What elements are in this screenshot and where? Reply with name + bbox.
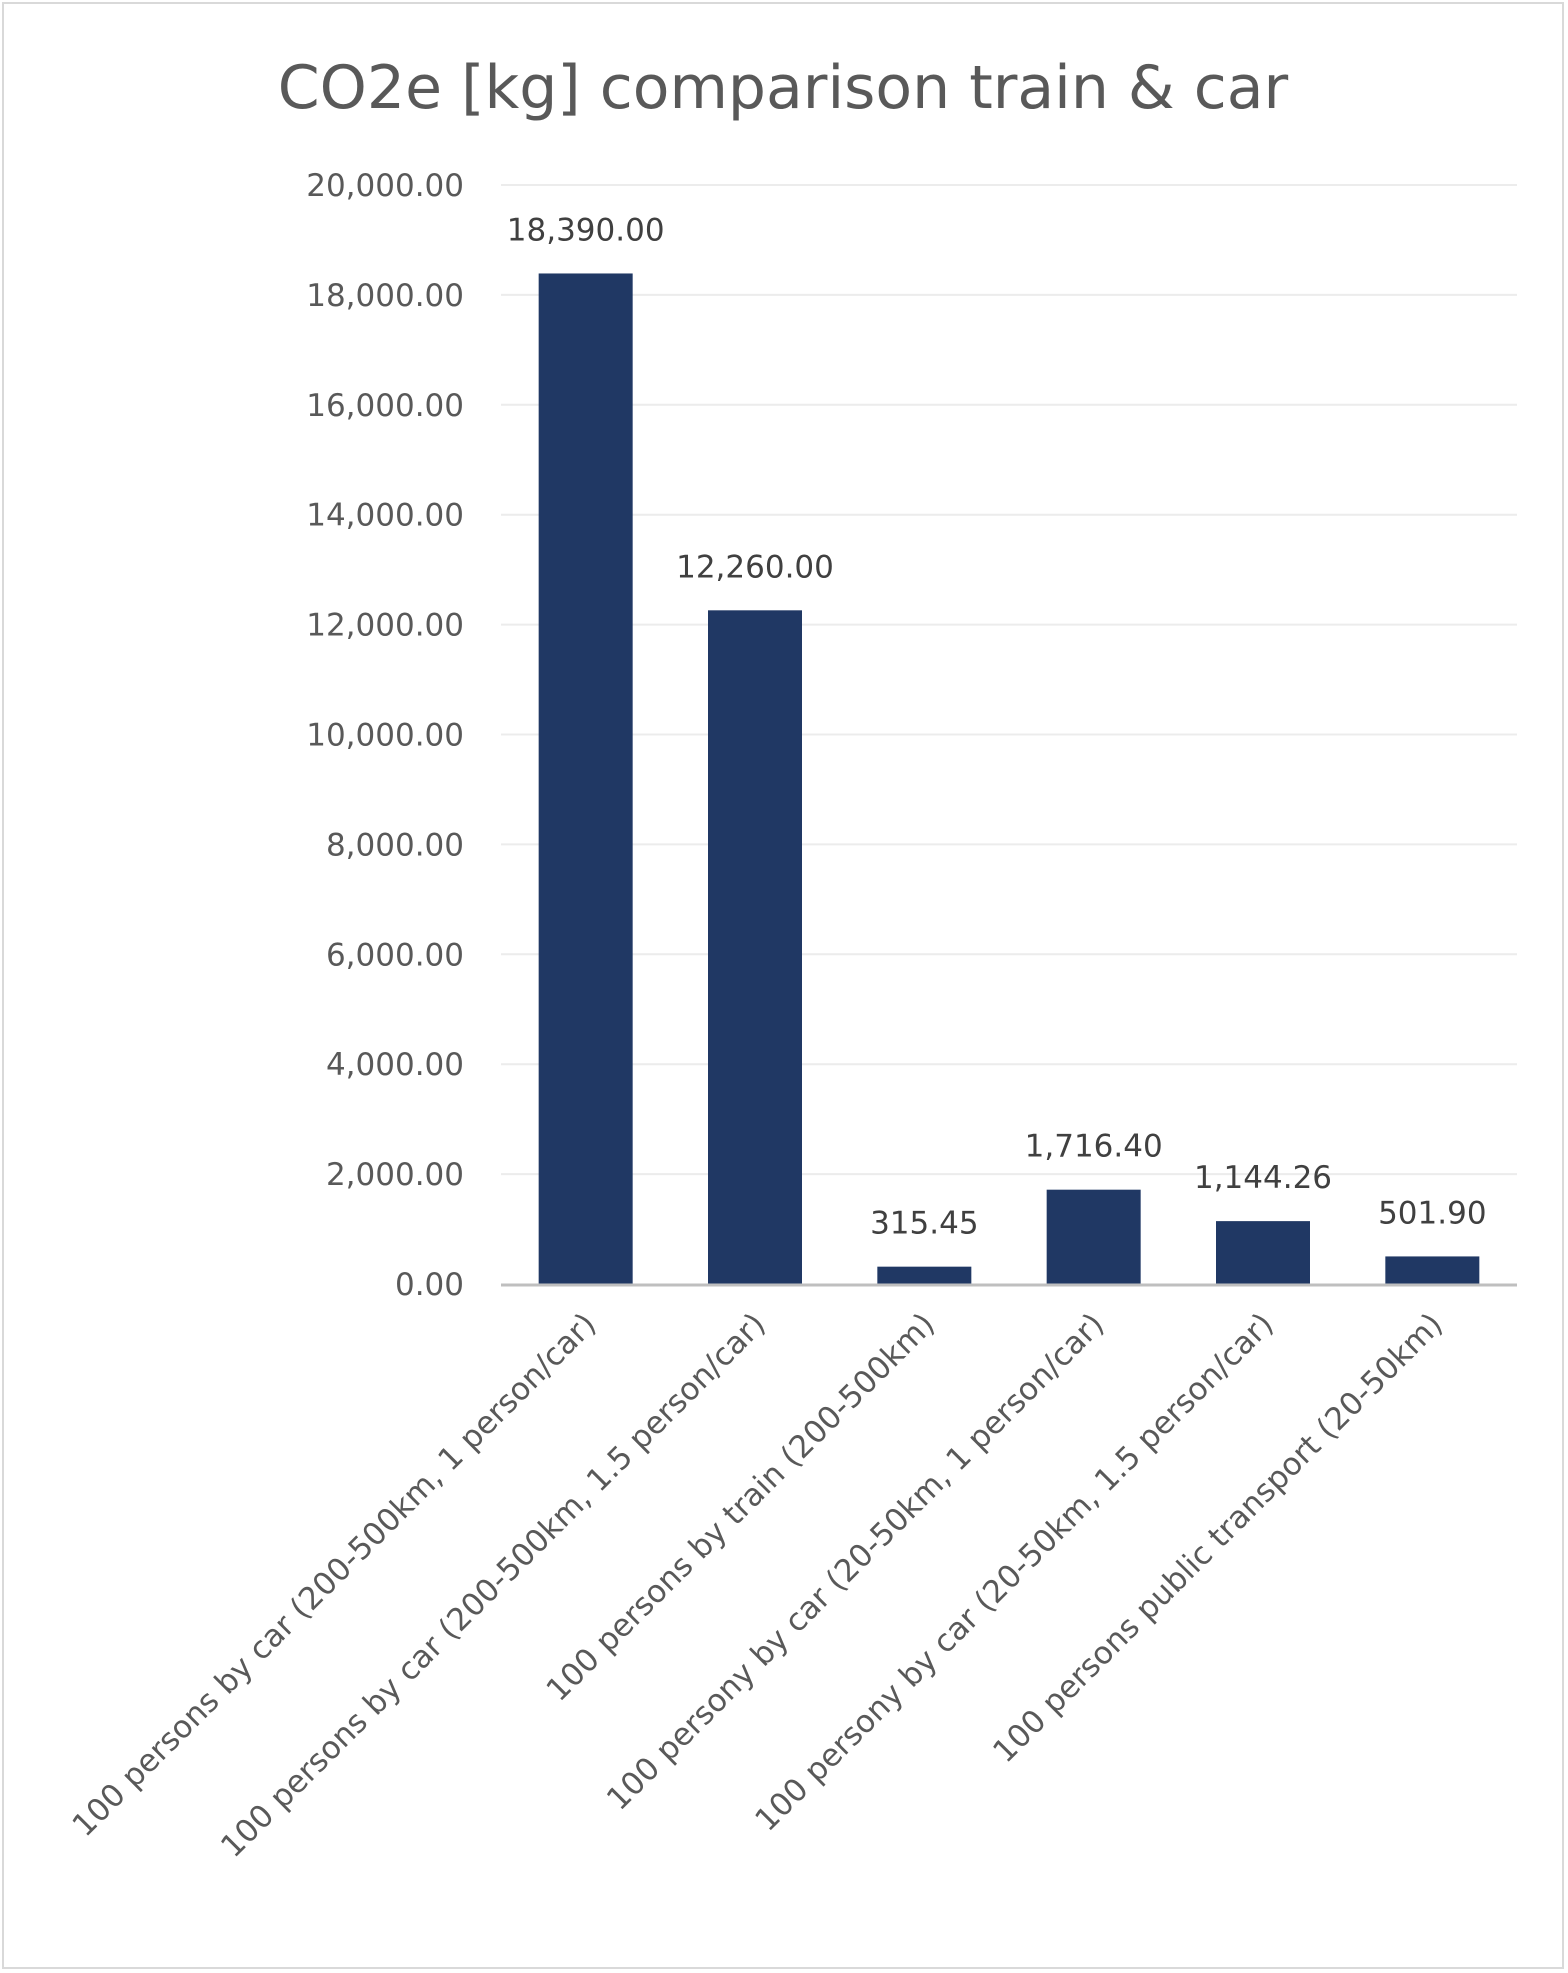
y-tick-label: 10,000.00 [306,718,464,754]
bar [538,273,633,1285]
bar [1385,1256,1480,1284]
chart-title: CO2e [kg] comparison train & car [278,53,1289,123]
bar-chart: CO2e [kg] comparison train & car 0.00 2,0… [66,53,1517,1865]
y-tick-label: 6,000.00 [326,937,464,973]
data-labels: 18,390.00 12,260.00 315.45 1,716.40 1,144.26… [507,212,1487,1241]
y-tick-label: 0.00 [395,1267,464,1303]
bar [1046,1189,1141,1284]
data-label: 315.45 [870,1206,978,1242]
y-tick-label: 20,000.00 [306,168,464,204]
data-label: 1,716.40 [1025,1129,1163,1165]
bars [538,273,1480,1285]
y-tick-label: 18,000.00 [306,278,464,314]
data-label: 12,260.00 [676,549,834,585]
bar [877,1266,972,1284]
bar [708,610,802,1284]
data-label: 1,144.26 [1194,1160,1332,1196]
x-axis-tick-labels: 100 persons by car (200-500km, 1 person/… [66,1306,1450,1865]
data-label: 18,390.00 [507,212,665,248]
bar [1216,1221,1310,1284]
x-tick-label: 100 persons by train (200-500km) [540,1306,942,1708]
y-tick-label: 8,000.00 [326,827,464,863]
data-label: 501.90 [1378,1195,1486,1231]
y-tick-label: 16,000.00 [306,388,464,424]
y-tick-label: 14,000.00 [306,498,464,534]
y-axis-tick-labels: 0.00 2,000.00 4,000.00 6,000.00 8,000.00 10,0… [306,168,464,1303]
y-tick-label: 2,000.00 [326,1157,464,1193]
y-tick-label: 4,000.00 [326,1047,464,1083]
y-tick-label: 12,000.00 [306,608,464,644]
gridlines [501,184,1517,1176]
